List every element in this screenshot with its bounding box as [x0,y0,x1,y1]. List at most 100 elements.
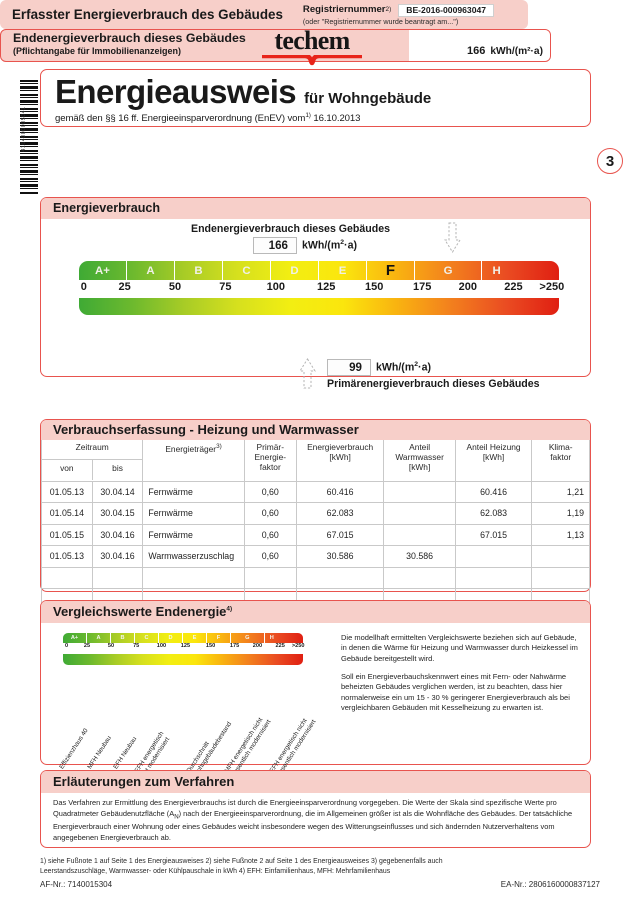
scale-tick: 100 [266,281,285,293]
cell-climate-factor [531,567,590,589]
cell-climate-factor: 1,13 [531,524,590,546]
comparison-category-label: Effizienzhaus 40 [58,727,90,771]
cell-period-to: 30.04.15 [91,502,144,525]
mandatory-disclosure-subtitle: (Pflichtangabe für Immobilienanzeigen) [13,46,182,57]
legal-basis-footnote-marker: 1) [305,112,311,119]
efficiency-class-A: A [127,261,175,280]
cell-share-hotwater: 30.586 [383,545,456,568]
cell-period-from: 01.05.13 [41,545,93,568]
cell-consumption: 67.015 [295,524,385,546]
final-energy-pointer-icon [444,222,461,253]
cell-share-hotwater [383,502,456,525]
table-row: 01.05.15 30.04.16 Fernwärme 0,60 67.015 67.01… [41,524,590,546]
cell-consumption: 30.586 [295,545,385,568]
cell-energy-source: Fernwärme [142,524,245,546]
consumption-records-panel: Verbrauchserfassung - Heizung und Warmwa… [40,419,591,611]
cell-period-to: 30.04.16 [91,545,144,568]
cell-primary-factor: 0,60 [243,524,297,546]
primary-energy-value: 99 [327,359,371,376]
scale-tick: 200 [458,281,477,293]
col-period-label: Zeitraum [42,440,143,460]
registration-footnote-marker: 2) [385,5,392,13]
efficiency-scale-ticks: 0 25 50 75 100 125 150 175 200 225 >250 [79,281,564,297]
title-main: Energieausweis [55,73,297,110]
col-primary-factor: Primär- Energie-faktor [243,440,297,482]
efficiency-gradient-bar [79,298,559,315]
cell-energy-source: Fernwärme [142,502,245,525]
table-row: 01.05.14 30.04.15 Fernwärme 0,60 62.083 62.08… [41,502,590,525]
final-energy-label: Endenergieverbrauch dieses Gebäudes [191,223,391,235]
efficiency-class-H: H [492,264,501,277]
comparison-values-panel: Vergleichswerte Endenergie4) A+ A B C D E F G H … [40,600,591,778]
cell-climate-factor: 1,19 [531,502,590,525]
barcode: 4164000005041 [8,80,38,195]
comparison-class-H: H [269,635,274,641]
energy-consumption-heading: Energieverbrauch [41,198,590,219]
comparison-scale-tick: 25 [83,643,91,649]
col-period: Zeitraum von bis [40,440,144,482]
comparison-scale-area: A+ A B C D E F G H 0 25 50 75 100 125 150 175 200 225 >250… [41,629,337,778]
title-subtitle: für Wohngebäude [304,90,432,107]
efficiency-class-F: F [367,261,415,280]
efficiency-class-G: G [415,261,483,280]
table-row: 01.05.13 30.04.16 Warmwasserzuschlag 0,60 30… [41,545,590,568]
primary-energy-unit: kWh/(m2·a) [376,361,431,374]
cell-share-heating: 62.083 [454,502,533,525]
col-period-from: von [42,460,93,480]
procedure-explanation-text: Das Verfahren zur Ermittlung des Energie… [53,798,573,842]
registration-number-field[interactable]: BE-2016-000963047 [398,3,495,17]
footnote-line-1: 1) siehe Fußnote 1 auf Seite 1 des Energ… [40,858,443,865]
comparison-scale-tick: >250 [291,643,305,649]
cell-share-hotwater [383,567,456,589]
table-header-row: Zeitraum von bis Energieträger3) Primär-… [40,440,590,482]
legal-basis-text: gemäß den §§ 16 ff. Energieeinsparverord… [55,113,306,125]
col-energy-source: Energieträger3) [142,440,245,482]
comparison-scale-tick: 50 [107,643,115,649]
consumption-scale-area: Endenergieverbrauch dieses Gebäudes 166 … [41,219,590,390]
comparison-class-A: A [87,633,111,643]
mandatory-disclosure-value: 166 [467,45,486,57]
registration-block: Registriernummer 2) BE-2016-000963047 (od… [303,3,495,26]
comparison-category-label: MFH Neubau [86,734,113,771]
logo-swoosh-icon [248,55,376,66]
comparison-scale-tick: 200 [252,643,263,649]
cell-consumption: 60.416 [295,481,385,503]
page-number-badge: 3 [597,148,623,174]
efficiency-class-row: A+ A B C D E F G H [79,261,559,280]
energy-consumption-panel: Energieverbrauch Endenergieverbrauch die… [40,197,591,390]
cell-primary-factor [243,567,297,589]
cell-share-hotwater [383,524,456,546]
final-energy-value: 166 [253,237,297,254]
cell-primary-factor: 0,60 [243,481,297,503]
efficiency-class-C: C [223,261,271,280]
cell-energy-source: Warmwasserzuschlag [142,545,245,568]
cell-share-heating: 67.015 [454,524,533,546]
mandatory-disclosure-value-box: 166 kWh/(m²·a) [409,30,550,61]
scale-tick: 25 [118,281,131,293]
primary-energy-readout: 99 kWh/(m2·a) Primärenergieverbrauch die… [327,359,540,390]
comparison-category-labels: Effizienzhaus 40 MFH Neubau EFH Neubau EFH … [41,667,337,779]
cell-share-heating: 60.416 [454,481,533,503]
cell-climate-factor [531,545,590,568]
comparison-paragraph: Die modellhaft ermittelten Vergleichswer… [341,633,578,663]
procedure-explanation-heading: Erläuterungen zum Verfahren [41,771,590,793]
cell-primary-factor: 0,60 [243,545,297,568]
barcode-bars [20,80,38,195]
comparison-class-E: E [183,633,207,643]
efficiency-class-D: D [271,261,319,280]
af-number: AF-Nr.: 7140015304 [40,879,113,889]
comparison-values-heading: Vergleichswerte Endenergie4) [41,601,590,623]
comparison-scale-tick: 100 [156,643,167,649]
scale-tick: 75 [219,281,232,293]
title-panel: Energieausweis für Wohngebäude gemäß den… [40,69,591,127]
comparison-scale-tick: 225 [275,643,285,649]
ea-number: EA-Nr.: 2806160000837127 [500,879,600,889]
col-share-hotwater: Anteil Warmwasser [kWh] [383,440,456,482]
techem-logo: techem [248,28,376,66]
mandatory-disclosure-unit: kWh/(m²·a) [490,46,543,57]
comparison-paragraph: Soll ein Energieverbauchskennwert eines … [341,672,570,713]
comparison-scale-tick: 125 [180,643,191,649]
comparison-explanation: Die modellhaft ermittelten Vergleichswer… [337,629,590,713]
cell-period-from: 01.05.14 [41,502,93,525]
